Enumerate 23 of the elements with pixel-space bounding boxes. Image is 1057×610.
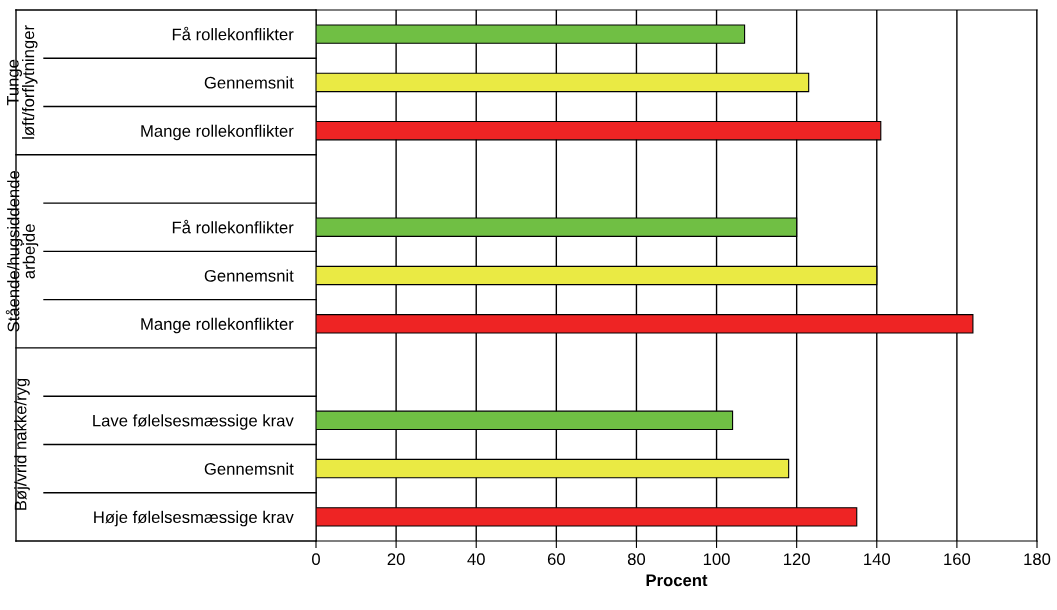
y-tick-label: Gennemsnit [204,462,294,475]
x-tick-label: 80 [627,553,646,566]
x-tick-label: 60 [547,553,565,566]
x-tick-label: 160 [944,553,971,566]
x-tick-label: 120 [784,553,810,566]
x-tick-label: 140 [864,553,891,566]
x-tick-label: 20 [387,553,405,566]
y-tick-label: Gennemsnit [204,76,294,89]
y-tick-label: Mange rollekonflikter [141,124,294,141]
y-tick-label: Få rollekonflikter [172,219,294,234]
y-tick-label: Lave følelsesmæssige krav [93,414,294,430]
text: Bøj/vrid nakke/ryg [14,378,30,510]
y-tick-label: Mange rollekonflikter [141,317,294,334]
x-tick-label: 100 [703,553,730,566]
text: Stående/hugsiddende arbejde [5,171,39,332]
x-tick-label: 180 [1024,553,1051,566]
x-axis-title: Procent [646,574,708,587]
x-tick-label: 40 [467,553,485,566]
y-tick-label: Høje følelsesmæssige krav [94,510,294,527]
y-tick-label: Få rollekonflikter [172,26,294,41]
x-tick-label: 0 [312,553,320,566]
y-tick-label: Gennemsnit [204,269,294,282]
text: Tunge løft/forflytninger [7,25,38,139]
